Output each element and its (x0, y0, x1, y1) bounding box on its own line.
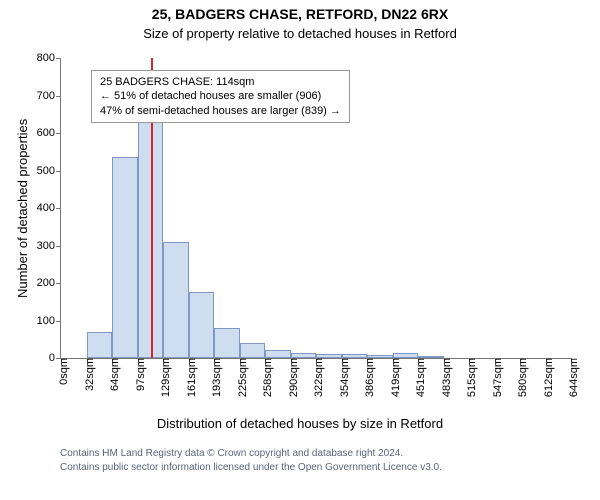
x-tick-label: 0sqm (52, 358, 70, 385)
x-tick-label: 64sqm (103, 358, 121, 391)
x-tick-label: 322sqm (307, 358, 325, 397)
histogram-bar (87, 332, 113, 358)
x-tick-label: 580sqm (511, 358, 529, 397)
x-tick-label: 290sqm (282, 358, 300, 397)
chart-subtitle: Size of property relative to detached ho… (0, 26, 600, 41)
x-tick-label: 386sqm (358, 358, 376, 397)
x-tick-label: 483sqm (435, 358, 453, 397)
chart-container: 25, BADGERS CHASE, RETFORD, DN22 6RX Siz… (0, 0, 600, 500)
x-tick-label: 258sqm (256, 358, 274, 397)
histogram-bar (393, 353, 419, 358)
x-tick-label: 547sqm (486, 358, 504, 397)
annotation-line: 25 BADGERS CHASE: 114sqm (100, 75, 341, 89)
y-tick-mark (56, 283, 61, 284)
x-tick-label: 225sqm (231, 358, 249, 397)
histogram-bar (418, 356, 444, 358)
histogram-bar (138, 118, 164, 358)
footer-line-1: Contains HM Land Registry data © Crown c… (60, 448, 403, 459)
x-tick-label: 354sqm (333, 358, 351, 397)
y-tick-mark (56, 133, 61, 134)
chart-title: 25, BADGERS CHASE, RETFORD, DN22 6RX (0, 6, 600, 22)
x-tick-label: 419sqm (384, 358, 402, 397)
histogram-bar (163, 242, 189, 358)
footer-line-2: Contains public sector information licen… (60, 462, 442, 473)
annotation-box: 25 BADGERS CHASE: 114sqm← 51% of detache… (91, 70, 350, 123)
x-tick-label: 612sqm (537, 358, 555, 397)
y-tick-mark (56, 321, 61, 322)
histogram-bar (291, 353, 317, 358)
histogram-bar (342, 354, 368, 358)
y-tick-mark (56, 58, 61, 59)
x-tick-label: 515sqm (460, 358, 478, 397)
histogram-bar (214, 328, 240, 358)
x-tick-label: 97sqm (129, 358, 147, 391)
x-tick-label: 32sqm (78, 358, 96, 391)
annotation-line: ← 51% of detached houses are smaller (90… (100, 89, 341, 103)
histogram-bar (367, 355, 393, 358)
y-tick-mark (56, 246, 61, 247)
plot-area: 01002003004005006007008000sqm32sqm64sqm9… (60, 58, 571, 359)
x-tick-label: 451sqm (409, 358, 427, 397)
histogram-bar (112, 157, 138, 358)
x-tick-label: 193sqm (205, 358, 223, 397)
histogram-bar (189, 292, 215, 358)
histogram-bar (265, 350, 291, 358)
y-tick-mark (56, 208, 61, 209)
x-tick-label: 129sqm (154, 358, 172, 397)
histogram-bar (240, 343, 266, 358)
x-axis-label: Distribution of detached houses by size … (0, 416, 600, 431)
annotation-line: 47% of semi-detached houses are larger (… (100, 104, 341, 118)
y-tick-mark (56, 96, 61, 97)
histogram-bar (316, 354, 342, 358)
y-tick-mark (56, 171, 61, 172)
x-tick-label: 644sqm (562, 358, 580, 397)
y-axis-label: Number of detached properties (15, 119, 30, 298)
x-tick-label: 161sqm (180, 358, 198, 397)
